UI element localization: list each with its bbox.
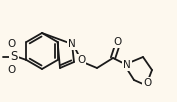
Text: N: N bbox=[68, 39, 76, 49]
Text: S: S bbox=[10, 50, 18, 64]
Text: O: O bbox=[114, 37, 122, 47]
Text: O: O bbox=[7, 39, 15, 49]
Text: O: O bbox=[143, 78, 151, 88]
Text: O: O bbox=[77, 55, 85, 65]
Text: N: N bbox=[123, 60, 131, 70]
Text: O: O bbox=[7, 65, 15, 75]
